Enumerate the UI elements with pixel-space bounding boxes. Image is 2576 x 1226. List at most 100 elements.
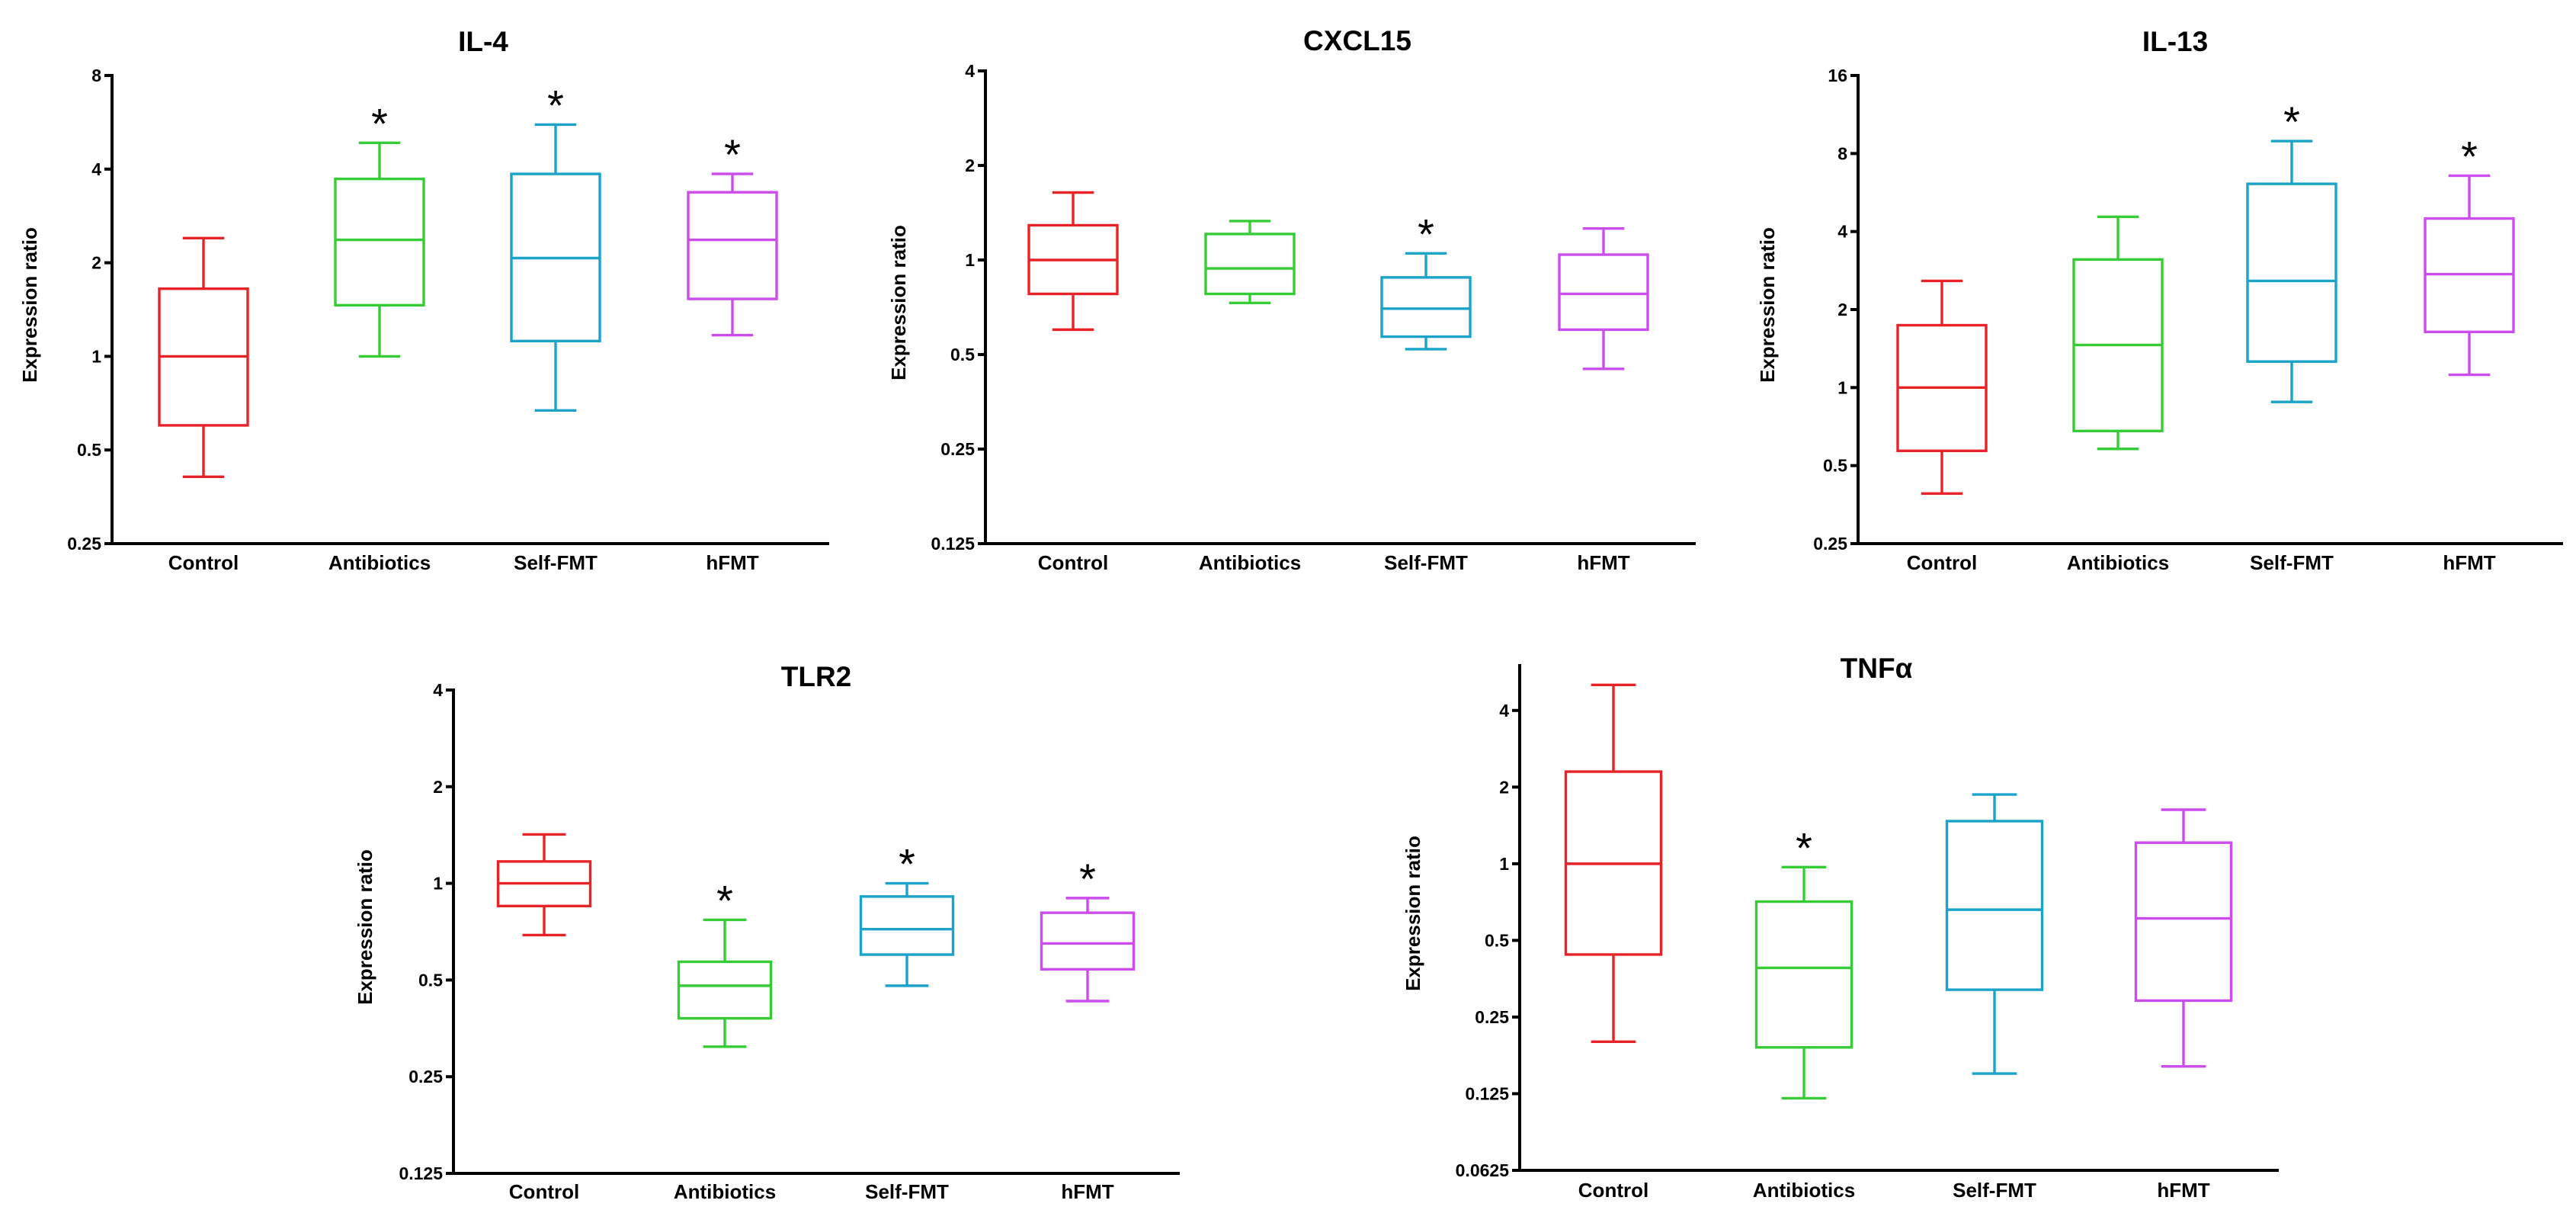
- box-control: [1896, 279, 1988, 496]
- iqr-box: [1040, 911, 1136, 971]
- x-category-label: hFMT: [2443, 551, 2495, 574]
- chart-title: IL-13: [2142, 26, 2208, 57]
- significance-asterisk: *: [1418, 210, 1434, 258]
- box-antibiotics: [1204, 220, 1296, 304]
- x-category-label: Self-FMT: [865, 1180, 949, 1203]
- box-hfmt: [687, 172, 778, 337]
- x-category-label: hFMT: [1061, 1180, 1113, 1203]
- y-tick-label: 0.5: [950, 345, 975, 364]
- panel-il-4: IL-4 Expression ratio 8 4 2 1 0.5 0.25 Control An…: [18, 26, 829, 574]
- panel-cxcl15: CXCL15 Expression ratio 4 2 1 0.5 0.25 0.125 Con…: [887, 25, 1696, 574]
- significance-asterisk: *: [547, 81, 564, 129]
- y-tick-label: 0.0625: [1456, 1160, 1510, 1180]
- x-category-label: Self-FMT: [1953, 1179, 2036, 1202]
- y-tick-label: 0.125: [1465, 1083, 1509, 1103]
- y-tick-label: 0.125: [399, 1163, 443, 1183]
- y-tick-label: 1: [1837, 377, 1847, 397]
- iqr-box: [1945, 820, 2044, 991]
- significance-asterisk: *: [2283, 98, 2300, 146]
- box-control: [496, 833, 592, 937]
- box-control: [1564, 683, 1663, 1043]
- y-axis-label: Expression ratio: [1756, 227, 1779, 383]
- iqr-box: [1754, 900, 1854, 1049]
- x-category-label: hFMT: [706, 551, 758, 574]
- box-self-fmt: [2246, 140, 2337, 403]
- box-control: [158, 236, 249, 479]
- significance-asterisk: *: [1796, 823, 1812, 871]
- y-tick-label: 0.5: [77, 440, 101, 460]
- chart-title: IL-4: [458, 26, 508, 57]
- x-category-label: Control: [1038, 551, 1108, 574]
- box-antibiotics: [1754, 865, 1854, 1100]
- y-tick-label: 0.5: [1485, 930, 1509, 950]
- box-control: [1027, 191, 1119, 332]
- x-category-label: hFMT: [2157, 1179, 2209, 1202]
- y-tick-label: 0.25: [409, 1067, 443, 1086]
- y-tick-label: 0.25: [67, 534, 101, 554]
- iqr-box: [687, 191, 778, 300]
- x-category-label: Antibiotics: [1753, 1179, 1855, 1202]
- x-category-label: Self-FMT: [514, 551, 598, 574]
- significance-asterisk: *: [899, 840, 915, 888]
- iqr-box: [1558, 253, 1649, 332]
- x-category-label: Control: [1578, 1179, 1648, 1202]
- y-axis-label: Expression ratio: [354, 849, 376, 1005]
- x-category-label: Antibiotics: [2067, 551, 2169, 574]
- iqr-box: [1204, 233, 1296, 296]
- y-tick-label: 1: [1499, 854, 1509, 874]
- iqr-box: [1380, 276, 1472, 339]
- significance-asterisk: *: [1079, 855, 1096, 903]
- box-self-fmt: [1380, 252, 1472, 351]
- y-tick-label: 16: [1828, 66, 1847, 85]
- y-tick-label: 0.5: [418, 970, 443, 990]
- y-tick-label: 8: [1837, 143, 1847, 163]
- box-antibiotics: [677, 918, 773, 1048]
- panel-tnf-alpha: TNFα Expression ratio 4 2 1 0.5 0.25 0.125 0.062…: [1402, 653, 2279, 1202]
- iqr-box: [2134, 841, 2233, 1003]
- y-tick-label: 2: [1499, 777, 1509, 797]
- panel-tlr2: TLR2 Expression ratio 4 2 1 0.5 0.25 0.125 Contr…: [354, 661, 1180, 1203]
- iqr-box: [859, 895, 955, 956]
- y-tick-label: 0.25: [940, 439, 975, 459]
- significance-asterisk: *: [724, 130, 741, 178]
- chart-title: CXCL15: [1303, 25, 1411, 56]
- chart-title: TLR2: [781, 661, 852, 692]
- box-hfmt: [2134, 808, 2233, 1068]
- y-tick-label: 2: [965, 156, 975, 175]
- x-category-label: hFMT: [1577, 551, 1629, 574]
- y-tick-label: 0.5: [1823, 456, 1847, 476]
- panel-il-13: IL-13 Expression ratio 16 8 4 2 1 0.5 0.25 Contro…: [1756, 26, 2563, 574]
- y-tick-label: 1: [91, 346, 101, 366]
- box-hfmt: [2424, 174, 2515, 377]
- y-axis-label: Expression ratio: [18, 227, 41, 383]
- y-tick-label: 2: [1837, 300, 1847, 319]
- box-hfmt: [1558, 226, 1649, 371]
- y-axis-label: Expression ratio: [887, 225, 910, 380]
- significance-asterisk: *: [2461, 132, 2478, 180]
- x-category-label: Self-FMT: [1384, 551, 1468, 574]
- x-category-label: Control: [1907, 551, 1977, 574]
- box-hfmt: [1040, 897, 1136, 1003]
- x-category-label: Antibiotics: [1199, 551, 1301, 574]
- y-tick-label: 4: [965, 61, 975, 81]
- significance-asterisk: *: [716, 876, 733, 924]
- y-tick-label: 8: [91, 66, 101, 85]
- x-category-label: Antibiotics: [328, 551, 431, 574]
- box-self-fmt: [1945, 793, 2044, 1075]
- y-tick-label: 4: [1837, 222, 1847, 242]
- y-tick-label: 4: [91, 159, 101, 179]
- iqr-box: [2246, 182, 2337, 363]
- x-category-label: Self-FMT: [2250, 551, 2334, 574]
- y-tick-label: 1: [433, 874, 443, 894]
- x-category-label: Antibiotics: [674, 1180, 776, 1203]
- box-antibiotics: [334, 141, 425, 358]
- x-category-label: Control: [168, 551, 239, 574]
- box-self-fmt: [859, 881, 955, 987]
- x-category-label: Control: [509, 1180, 579, 1203]
- box-antibiotics: [2072, 215, 2164, 451]
- iqr-box: [334, 177, 425, 307]
- box-self-fmt: [510, 123, 601, 412]
- y-tick-label: 1: [965, 250, 975, 270]
- y-tick-label: 0.25: [1475, 1007, 1509, 1027]
